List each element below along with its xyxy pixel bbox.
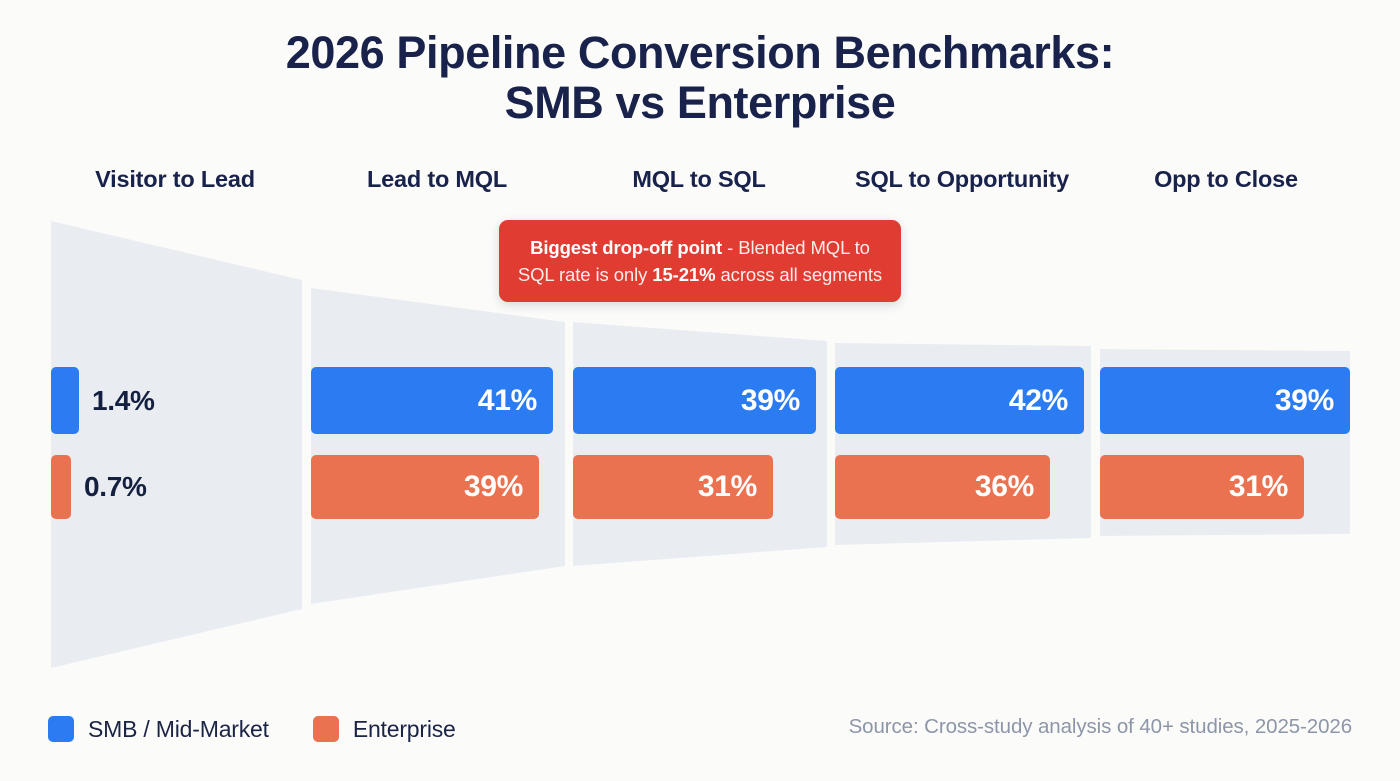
bar-value-smb-stage-3: 39% bbox=[740, 383, 800, 417]
callout-highlight: 15-21% bbox=[652, 264, 716, 285]
bar-smb-stage-2[interactable]: 41% bbox=[311, 367, 553, 434]
bar-value-smb-stage-5: 39% bbox=[1274, 383, 1334, 417]
bar-ent-stage-4[interactable]: 36% bbox=[835, 455, 1050, 519]
callout-text: Biggest drop-off point - Blended MQL to … bbox=[517, 237, 883, 285]
source-note: Source: Cross-study analysis of 40+ stud… bbox=[848, 715, 1353, 738]
stage-label-2: Lead to MQL bbox=[366, 166, 508, 192]
legend-label-smb: SMB / Mid-Market bbox=[88, 715, 269, 742]
funnel-bars-layer: 1.4% 0.7% 41% 39% 39% 31% 42% 36% 39% 31% bbox=[51, 367, 1350, 519]
legend-swatch-ent bbox=[312, 716, 339, 742]
callout-lead: Biggest drop-off point bbox=[530, 237, 723, 258]
bar-smb-stage-1[interactable] bbox=[51, 367, 79, 434]
bar-ent-stage-1[interactable] bbox=[51, 455, 71, 519]
bar-smb-stage-4[interactable]: 42% bbox=[835, 367, 1084, 434]
stage-label-row: Visitor to Lead Lead to MQL MQL to SQL SQL … bbox=[0, 162, 1400, 198]
bar-smb-stage-3[interactable]: 39% bbox=[573, 367, 816, 434]
stage-label-5: Opp to Close bbox=[1154, 166, 1298, 192]
bar-smb-stage-5[interactable]: 39% bbox=[1100, 367, 1350, 434]
legend-item-ent[interactable]: Enterprise bbox=[312, 715, 456, 743]
legend-item-smb[interactable]: SMB / Mid-Market bbox=[48, 716, 269, 743]
bar-value-smb-stage-1: 1.4% bbox=[92, 384, 155, 416]
bar-value-ent-stage-5: 31% bbox=[1228, 470, 1288, 503]
bar-ent-stage-3[interactable]: 31% bbox=[573, 455, 773, 519]
title-line-1: 2026 Pipeline Conversion Benchmarks: bbox=[285, 27, 1115, 78]
title-line-2: SMB vs Enterprise bbox=[504, 77, 896, 128]
legend-label-ent: Enterprise bbox=[352, 715, 456, 742]
bar-value-smb-stage-2: 41% bbox=[477, 383, 537, 417]
page-title: 2026 Pipeline Conversion Benchmarks: SMB… bbox=[0, 28, 1400, 128]
funnel-segment-1 bbox=[51, 221, 302, 668]
stage-label-4: SQL to Opportunity bbox=[855, 166, 1069, 192]
legend: SMB / Mid-Market Enterprise bbox=[48, 712, 500, 746]
bar-value-ent-stage-4: 36% bbox=[974, 470, 1034, 503]
callout-banner: Biggest drop-off point - Blended MQL to … bbox=[499, 220, 901, 302]
bar-ent-stage-2[interactable]: 39% bbox=[311, 455, 539, 519]
bar-value-smb-stage-4: 42% bbox=[1008, 383, 1068, 417]
bar-value-ent-stage-3: 31% bbox=[697, 470, 757, 503]
bar-ent-stage-5[interactable]: 31% bbox=[1100, 455, 1304, 519]
bar-value-ent-stage-1: 0.7% bbox=[84, 471, 147, 502]
bar-value-ent-stage-2: 39% bbox=[463, 470, 523, 503]
funnel-chart: 1.4% 0.7% 41% 39% 39% 31% 42% 36% 39% 31% bbox=[51, 221, 1350, 668]
stage-label-1: Visitor to Lead bbox=[95, 166, 255, 192]
legend-swatch-smb bbox=[48, 716, 74, 742]
stage-label-3: MQL to SQL bbox=[632, 166, 766, 192]
